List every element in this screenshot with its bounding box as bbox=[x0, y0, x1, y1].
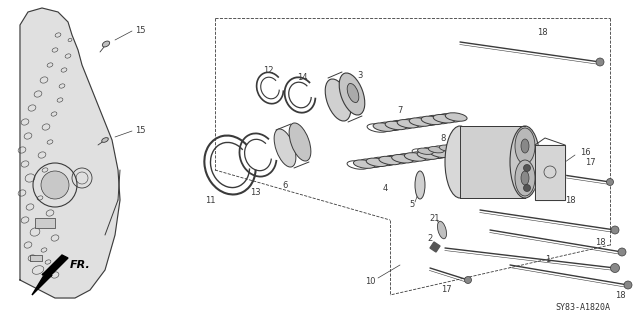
Ellipse shape bbox=[409, 118, 431, 126]
Text: 8: 8 bbox=[440, 133, 446, 142]
Text: FR.: FR. bbox=[70, 260, 90, 270]
Ellipse shape bbox=[515, 160, 535, 196]
Text: 3: 3 bbox=[357, 70, 362, 79]
Circle shape bbox=[41, 171, 69, 199]
Text: 16: 16 bbox=[580, 148, 590, 156]
Text: 10: 10 bbox=[365, 277, 375, 286]
Bar bbox=[35, 218, 55, 228]
Circle shape bbox=[606, 179, 613, 186]
Text: SY83-A1820A: SY83-A1820A bbox=[555, 303, 610, 313]
Text: 19: 19 bbox=[511, 188, 521, 197]
Ellipse shape bbox=[289, 123, 311, 161]
Text: 9: 9 bbox=[552, 154, 557, 163]
Ellipse shape bbox=[461, 142, 477, 148]
Text: 15: 15 bbox=[135, 26, 145, 35]
Text: 18: 18 bbox=[595, 237, 605, 246]
Text: 7: 7 bbox=[397, 106, 403, 115]
Ellipse shape bbox=[510, 126, 540, 198]
Ellipse shape bbox=[433, 115, 455, 123]
Circle shape bbox=[618, 248, 626, 256]
Text: 19: 19 bbox=[511, 157, 521, 166]
Ellipse shape bbox=[102, 138, 108, 142]
Ellipse shape bbox=[379, 156, 401, 165]
Polygon shape bbox=[20, 8, 120, 298]
Text: 11: 11 bbox=[204, 196, 215, 204]
Ellipse shape bbox=[429, 147, 444, 153]
Ellipse shape bbox=[366, 158, 388, 167]
Ellipse shape bbox=[421, 116, 443, 125]
Circle shape bbox=[611, 226, 619, 234]
Text: 21: 21 bbox=[430, 213, 440, 222]
Circle shape bbox=[624, 281, 632, 289]
Ellipse shape bbox=[438, 221, 447, 239]
Circle shape bbox=[524, 164, 531, 172]
Text: 17: 17 bbox=[441, 285, 451, 294]
Text: 2: 2 bbox=[427, 234, 433, 243]
Ellipse shape bbox=[450, 143, 466, 150]
Ellipse shape bbox=[440, 145, 455, 151]
Text: 18: 18 bbox=[537, 28, 547, 36]
Circle shape bbox=[596, 58, 604, 66]
Ellipse shape bbox=[417, 148, 433, 155]
Text: 18: 18 bbox=[564, 196, 575, 204]
Text: 4: 4 bbox=[382, 183, 388, 193]
Ellipse shape bbox=[274, 129, 296, 167]
Text: 20: 20 bbox=[469, 127, 480, 137]
Ellipse shape bbox=[515, 128, 535, 164]
Polygon shape bbox=[32, 255, 68, 295]
Bar bbox=[30, 255, 42, 261]
Text: 1: 1 bbox=[545, 255, 550, 265]
Ellipse shape bbox=[385, 121, 407, 130]
Ellipse shape bbox=[347, 84, 359, 102]
Ellipse shape bbox=[326, 79, 351, 121]
Circle shape bbox=[610, 263, 620, 273]
Ellipse shape bbox=[521, 139, 529, 153]
Circle shape bbox=[464, 276, 471, 284]
Ellipse shape bbox=[417, 151, 439, 159]
Ellipse shape bbox=[397, 120, 419, 128]
Ellipse shape bbox=[103, 41, 110, 47]
Text: 12: 12 bbox=[262, 66, 273, 75]
Ellipse shape bbox=[404, 153, 426, 161]
Ellipse shape bbox=[415, 171, 425, 199]
Ellipse shape bbox=[445, 126, 475, 198]
Ellipse shape bbox=[445, 113, 467, 121]
Polygon shape bbox=[535, 145, 565, 200]
Bar bbox=[460, 126, 525, 198]
Text: 13: 13 bbox=[250, 188, 261, 196]
Ellipse shape bbox=[430, 149, 452, 158]
Text: 15: 15 bbox=[135, 125, 145, 134]
Text: 5: 5 bbox=[410, 199, 415, 209]
Text: 17: 17 bbox=[585, 157, 596, 166]
Ellipse shape bbox=[392, 155, 413, 163]
Ellipse shape bbox=[340, 73, 365, 115]
Ellipse shape bbox=[521, 171, 529, 185]
Text: 6: 6 bbox=[282, 180, 288, 189]
Ellipse shape bbox=[354, 160, 375, 168]
Circle shape bbox=[524, 185, 531, 191]
Text: 18: 18 bbox=[615, 291, 626, 300]
Ellipse shape bbox=[373, 123, 395, 132]
Polygon shape bbox=[430, 242, 440, 252]
Text: 14: 14 bbox=[297, 73, 307, 82]
